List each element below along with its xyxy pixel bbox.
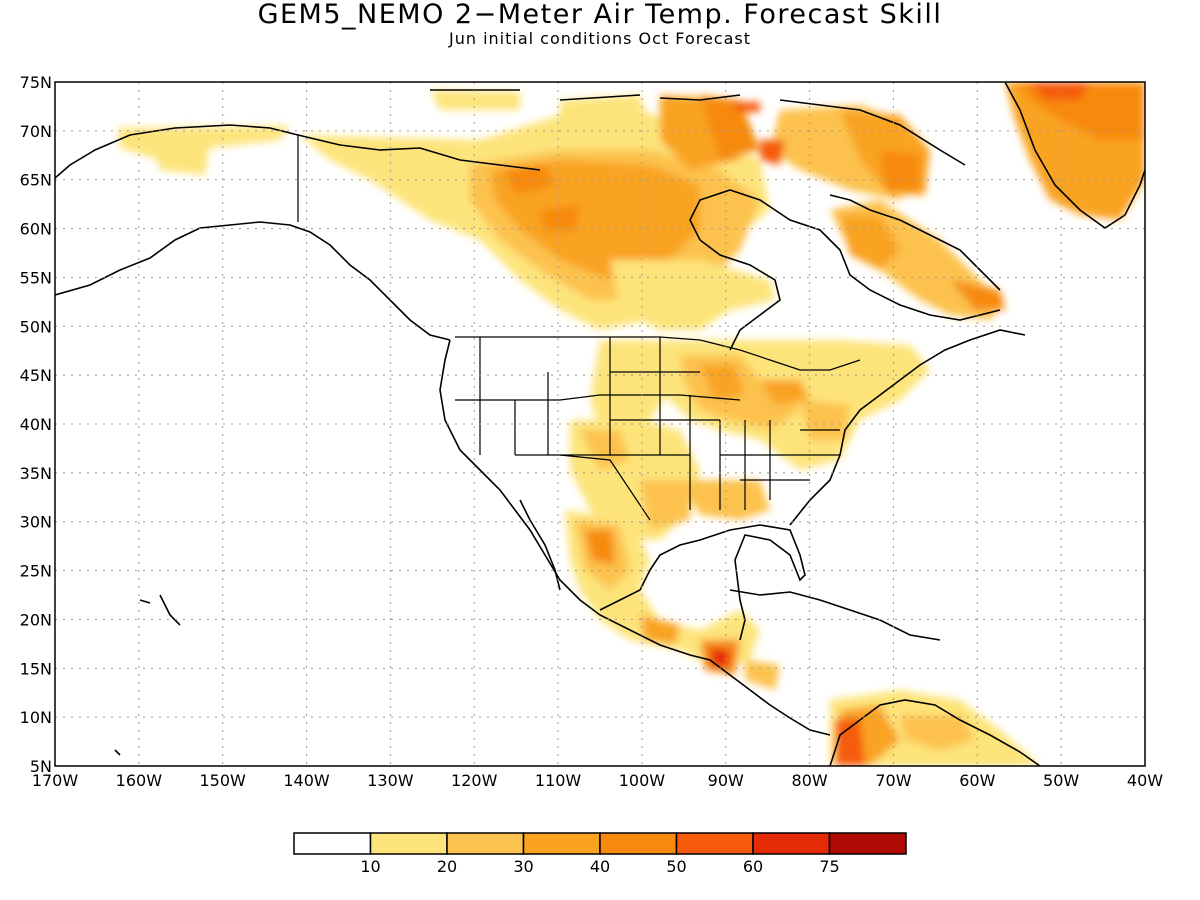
colorbar-swatch: [675, 832, 754, 855]
latitude-tick-label: 40N: [20, 415, 52, 434]
political-borders: [297, 135, 861, 521]
colorbar-label: 75: [819, 857, 839, 876]
longitude-tick-label: 80W: [792, 771, 828, 790]
latitude-labels: 75N 70N 65N 60N 55N 50N 45N 40N 35N 30N 25N 20N 15N 1…: [20, 73, 52, 776]
latitude-tick-label: 35N: [20, 464, 52, 483]
latitude-tick-label: 20N: [20, 610, 52, 629]
latitude-tick-label: 70N: [20, 122, 52, 141]
latitude-tick-label: 50N: [20, 317, 52, 336]
latitude-tick-label: 75N: [20, 73, 52, 92]
longitude-tick-label: 100W: [619, 771, 666, 790]
colorbar-swatch: [522, 832, 601, 855]
longitude-tick-label: 130W: [367, 771, 414, 790]
longitude-tick-label: 50W: [1043, 771, 1079, 790]
latitude-tick-label: 60N: [20, 220, 52, 239]
longitude-tick-label: 90W: [708, 771, 744, 790]
latitude-tick-label: 65N: [20, 171, 52, 190]
colorbar-label: 50: [666, 857, 686, 876]
longitude-tick-label: 160W: [116, 771, 163, 790]
longitude-tick-label: 110W: [535, 771, 582, 790]
map-title: GEM5_NEMO 2−Meter Air Temp. Forecast Ski…: [257, 0, 943, 30]
colorbar-swatch: [828, 832, 907, 855]
latitude-tick-label: 55N: [20, 268, 52, 287]
colorbar-swatch: [752, 832, 831, 855]
latitude-tick-label: 5N: [30, 757, 52, 776]
colorbar-label: 40: [590, 857, 610, 876]
colorbar-swatch: [293, 832, 372, 855]
colorbar-swatch: [446, 832, 525, 855]
longitude-tick-label: 150W: [200, 771, 247, 790]
colorbar-swatch: [599, 832, 678, 855]
map-frame: [54, 81, 1146, 767]
colorbar-label: 10: [360, 857, 380, 876]
latitude-tick-label: 25N: [20, 562, 52, 581]
coastlines: [55, 82, 1145, 766]
colorbar-label: 20: [437, 857, 457, 876]
colorbar-label: 30: [513, 857, 533, 876]
longitude-tick-label: 40W: [1127, 771, 1163, 790]
colorbar-swatch: [369, 832, 448, 855]
latitude-tick-label: 45N: [20, 366, 52, 385]
latitude-tick-label: 15N: [20, 659, 52, 678]
longitude-tick-label: 70W: [875, 771, 911, 790]
longitude-tick-label: 170W: [32, 771, 79, 790]
map-subtitle: Jun initial conditions Oct Forecast: [448, 29, 752, 48]
latitude-tick-label: 30N: [20, 513, 52, 532]
longitude-tick-label: 140W: [283, 771, 330, 790]
longitude-labels: 170W 160W 150W 140W 130W 120W 110W 100W 90W 80W 70…: [32, 771, 1163, 790]
latitude-tick-label: 10N: [20, 708, 52, 727]
longitude-tick-label: 120W: [451, 771, 498, 790]
skill-shading: [118, 82, 1145, 766]
colorbar-label: 60: [743, 857, 763, 876]
gridlines: [55, 82, 1145, 766]
longitude-tick-label: 60W: [959, 771, 995, 790]
